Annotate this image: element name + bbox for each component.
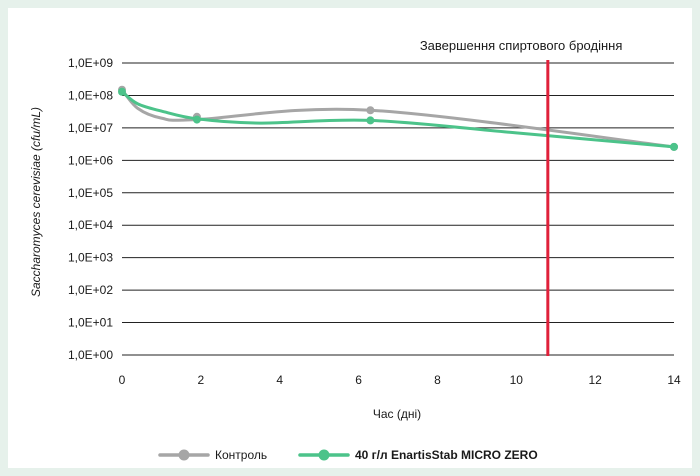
y-tick-label: 1,0E+06 [68,153,113,167]
series-line-2 [120,90,676,149]
x-tick-label: 0 [119,373,126,387]
x-tick-label: 10 [510,373,524,387]
y-tick-labels: 1,0E+00 1,0E+01 1,0E+02 1,0E+03 1,0E+04 1,0E+… [68,56,113,362]
y-tick-label: 1,0E+01 [68,316,113,330]
x-tick-labels: 0 2 4 6 8 10 12 14 [119,373,681,387]
x-tick-label: 12 [588,373,602,387]
x-tick-label: 14 [667,373,681,387]
annotation-group: Завершення спиртового бродіння [420,38,623,356]
x-tick-label: 8 [434,373,441,387]
y-tick-label: 1,0E+05 [68,186,113,200]
data-point [118,87,126,96]
x-tick-label: 2 [198,373,205,387]
x-axis-label: Час (дні) [373,407,421,421]
data-point [366,106,375,115]
legend-label-2: 40 г/л EnartisStab MICRO ZERO [355,448,538,462]
series-line-1 [120,88,676,149]
y-tick-label: 1,0E+07 [68,121,113,135]
data-point [366,116,375,125]
legend-marker-2 [318,449,330,461]
y-tick-label: 1,0E+08 [68,88,113,102]
fermentation-end-label: Завершення спиртового бродіння [420,38,623,53]
gridlines [122,62,674,356]
x-tick-label: 4 [276,373,283,387]
data-point [192,115,201,124]
series-lines [118,85,678,151]
y-tick-label: 1,0E+02 [68,283,113,297]
x-tick-label: 6 [355,373,362,387]
y-tick-label: 1,0E+03 [68,251,113,265]
y-tick-label: 1,0E+04 [68,218,113,232]
y-axis-label: Saccharomyces cerevisiae (cfu/mL) [29,107,43,297]
y-tick-label: 1,0E+09 [68,56,113,70]
data-point [670,142,678,151]
legend-label-1: Контроль [215,448,267,462]
legend: Контроль 40 г/л EnartisStab MICRO ZERO [158,448,538,462]
y-tick-label: 1,0E+00 [68,348,113,362]
legend-marker-1 [178,449,190,461]
